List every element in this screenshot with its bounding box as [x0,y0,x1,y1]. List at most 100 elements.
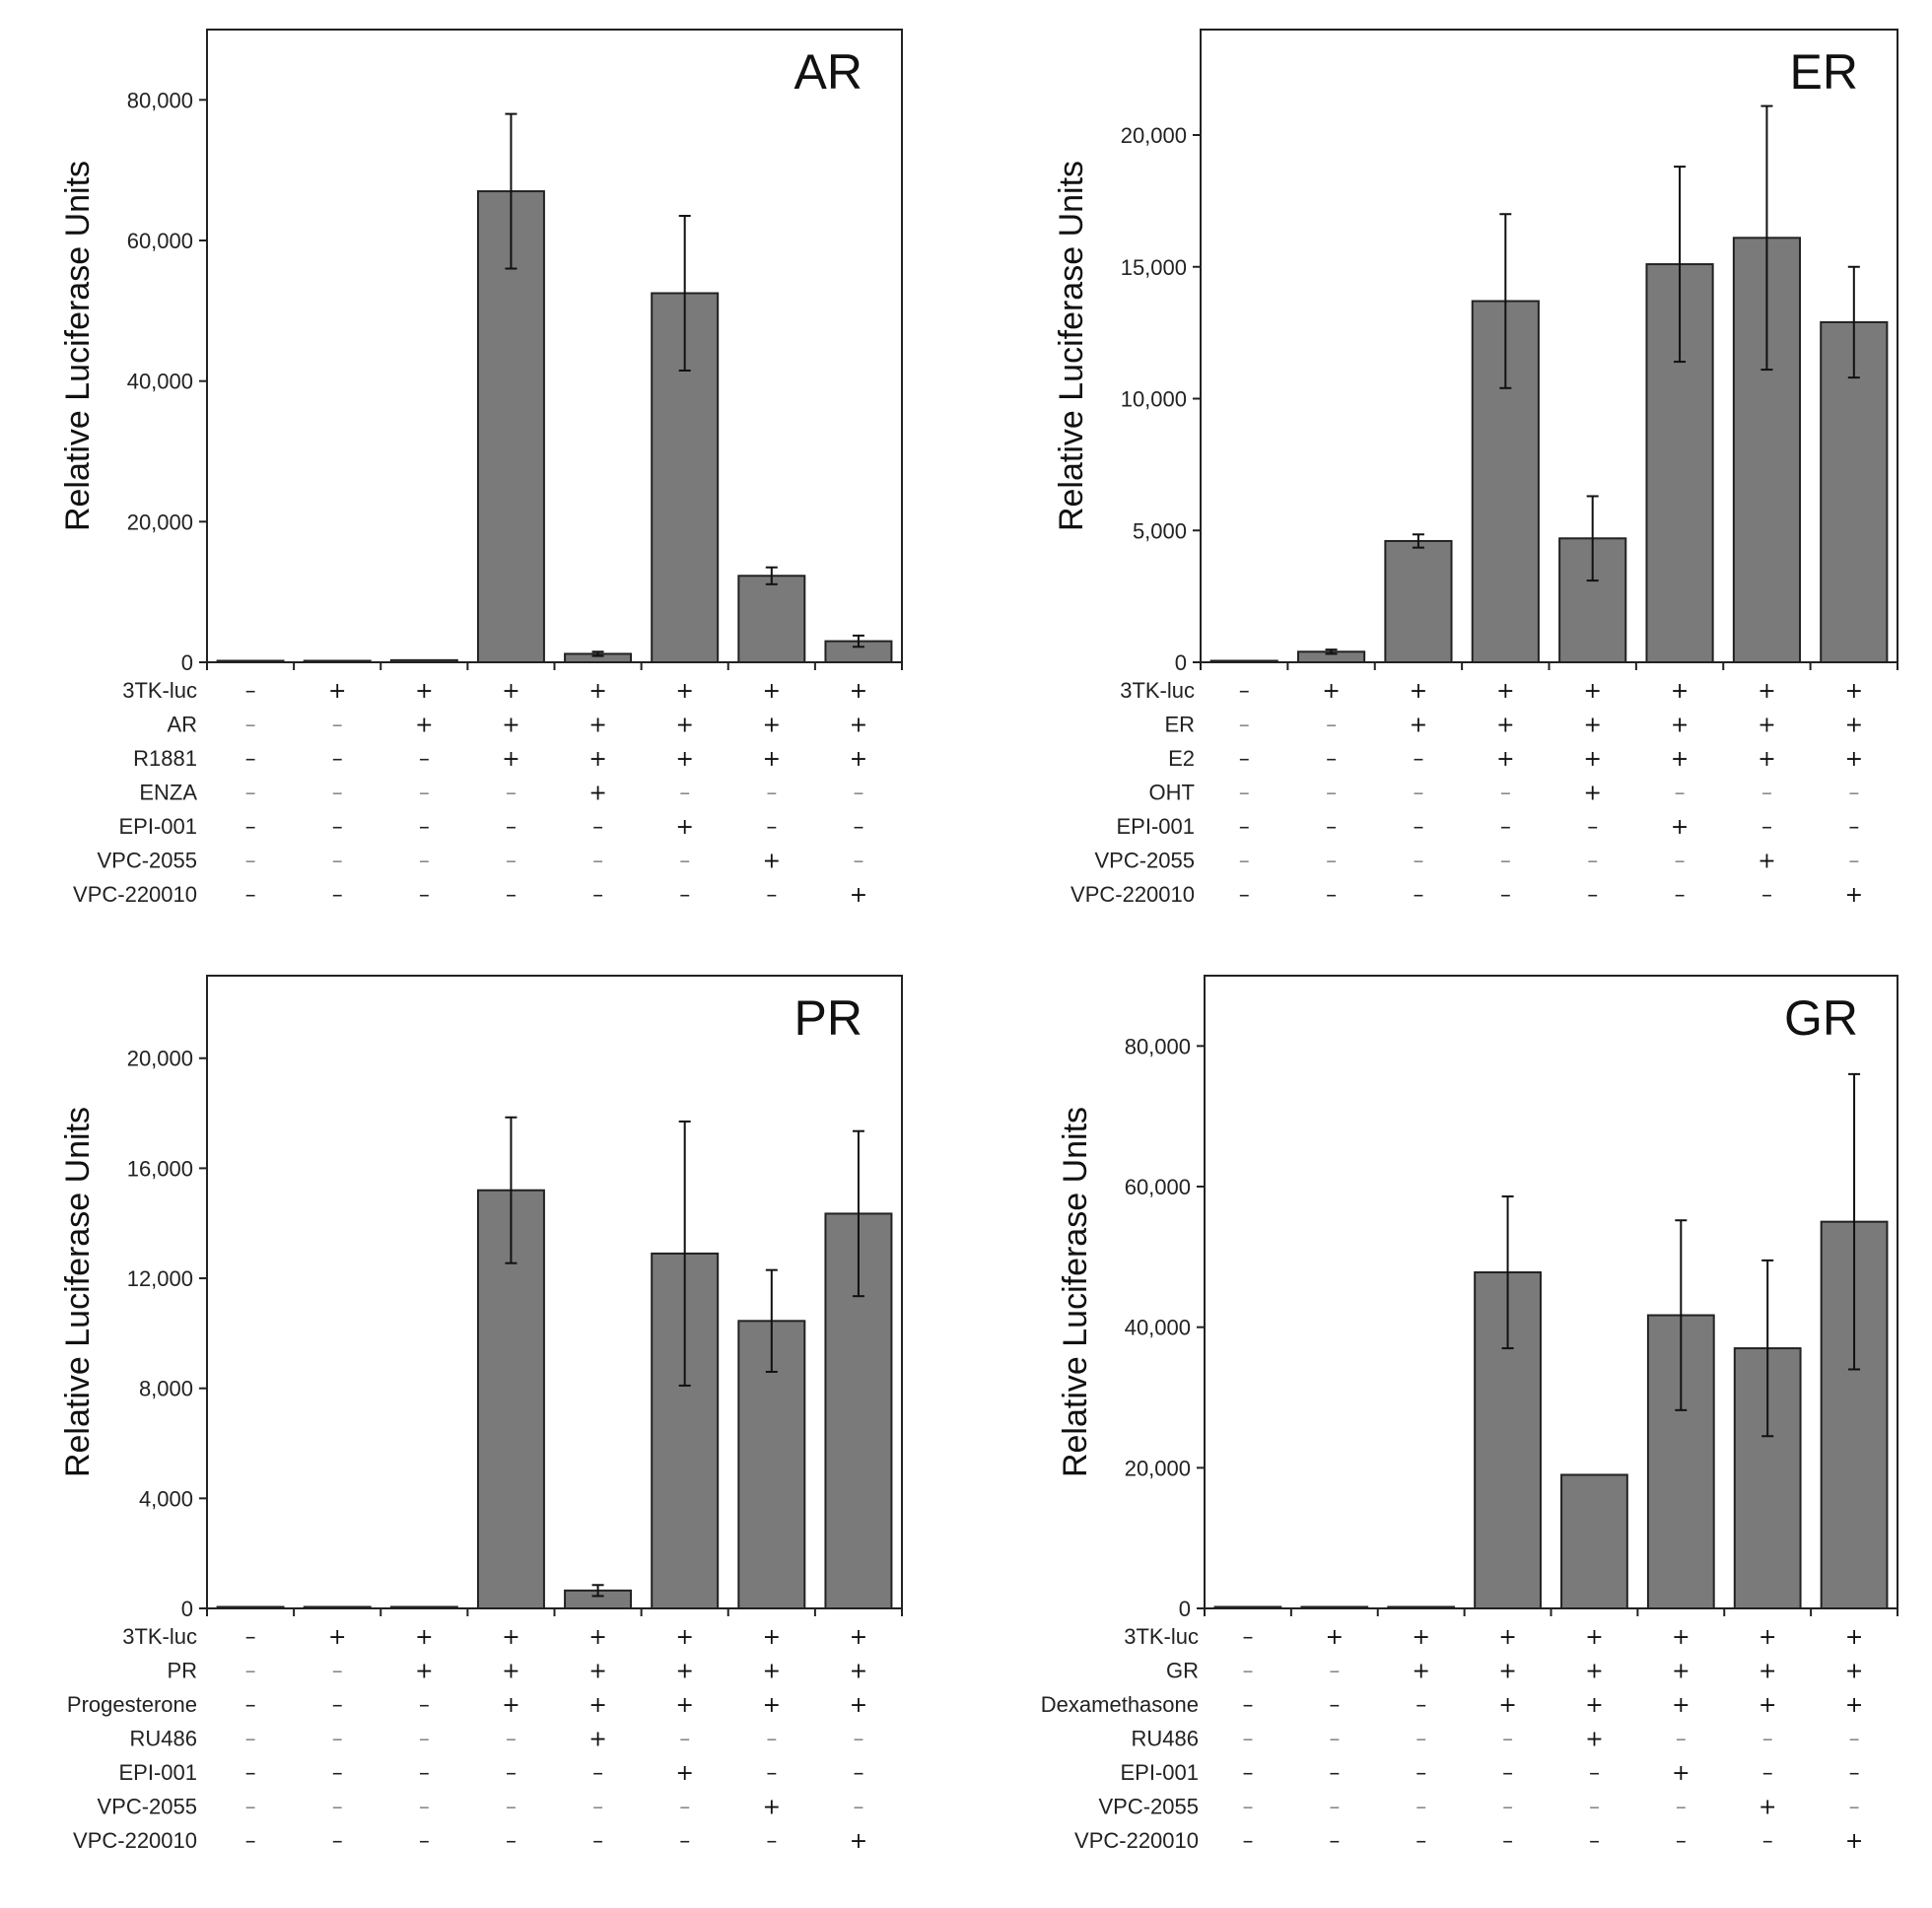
minus-sign: – [1415,1796,1426,1820]
plus-sign: + [588,1660,606,1684]
minus-sign: – [1502,1728,1513,1752]
minus-sign: – [1242,1829,1253,1854]
y-tick-label: 80,000 [127,88,193,112]
minus-sign: – [853,1796,863,1820]
panel-title: ER [1790,44,1858,100]
bar [1387,1605,1456,1609]
minus-sign: – [1415,1761,1426,1786]
condition-label: R1881 [133,746,197,771]
minus-sign: – [1761,782,1772,806]
minus-sign: – [1676,1796,1687,1820]
condition-label: VPC-220010 [1070,882,1195,907]
minus-sign: – [1589,1796,1600,1820]
plus-sign: + [1758,714,1775,738]
minus-sign: – [332,714,343,738]
plus-sign: + [763,1660,781,1684]
condition-label: Dexamethasone [1041,1692,1199,1717]
minus-sign: – [419,1761,430,1786]
minus-sign: – [853,850,863,874]
minus-sign: – [1849,1761,1860,1786]
y-tick-label: 0 [181,1597,193,1621]
minus-sign: – [1589,1761,1600,1786]
plus-sign: + [588,782,606,806]
bar [1384,539,1453,664]
minus-sign: – [1239,815,1250,840]
plus-sign: + [1583,714,1601,738]
plus-sign: + [1585,1660,1603,1684]
minus-sign: – [419,1728,430,1752]
minus-sign: – [1239,883,1250,908]
minus-sign: – [679,883,690,908]
plus-sign: + [763,1693,781,1718]
plus-sign: + [328,1625,346,1650]
plus-sign: + [1845,714,1863,738]
minus-sign: – [1242,1660,1253,1684]
minus-sign: – [1239,747,1250,772]
condition-label: VPC-2055 [1098,1795,1199,1819]
minus-sign: – [592,883,603,908]
minus-sign: – [332,1693,343,1718]
minus-sign: – [853,782,863,806]
plus-sign: + [1671,747,1689,772]
condition-label: ENZA [139,781,197,805]
minus-sign: – [506,815,517,840]
plus-sign: + [1322,679,1340,704]
minus-sign: – [766,883,777,908]
plus-sign: + [1585,1728,1603,1752]
minus-sign: – [1415,1728,1426,1752]
plus-sign: + [763,850,781,874]
plus-sign: + [675,1625,693,1650]
y-tick-label: 15,000 [1121,255,1187,280]
bar [1213,1605,1282,1609]
minus-sign: – [1500,850,1511,874]
bar [737,575,806,664]
minus-sign: – [332,782,343,806]
minus-sign: – [1587,850,1598,874]
plus-sign: + [675,1660,693,1684]
minus-sign: – [1413,883,1423,908]
plus-sign: + [1496,714,1514,738]
minus-sign: – [419,850,430,874]
plus-sign: + [1498,1625,1516,1650]
condition-label: VPC-220010 [73,1828,197,1853]
plus-sign: + [1585,1625,1603,1650]
minus-sign: – [766,815,777,840]
minus-sign: – [592,815,603,840]
plus-sign: + [1759,1660,1776,1684]
minus-sign: – [332,1660,343,1684]
y-tick-label: 40,000 [1125,1316,1191,1340]
minus-sign: – [853,1761,863,1786]
minus-sign: – [1502,1829,1513,1854]
plus-sign: + [415,1660,433,1684]
plus-sign: + [850,1829,867,1854]
minus-sign: – [1242,1761,1253,1786]
minus-sign: – [245,815,256,840]
minus-sign: – [1239,850,1250,874]
minus-sign: – [1242,1728,1253,1752]
minus-sign: – [853,1728,863,1752]
minus-sign: – [1329,1761,1340,1786]
y-tick-label: 80,000 [1125,1034,1191,1058]
minus-sign: – [1849,1796,1860,1820]
minus-sign: – [1239,782,1250,806]
minus-sign: – [1676,1829,1687,1854]
plus-sign: + [1759,1693,1776,1718]
plus-sign: + [675,714,693,738]
minus-sign: – [245,1660,256,1684]
minus-sign: – [1589,1829,1600,1854]
condition-label: OHT [1149,781,1195,805]
plus-sign: + [588,1625,606,1650]
plus-sign: + [1672,1693,1690,1718]
plus-sign: + [1585,1693,1603,1718]
plus-sign: + [1845,679,1863,704]
minus-sign: – [1329,1660,1340,1684]
minus-sign: – [419,1796,430,1820]
plus-sign: + [763,747,781,772]
condition-label: 3TK-luc [1120,678,1195,703]
minus-sign: – [245,883,256,908]
minus-sign: – [1413,850,1423,874]
plus-sign: + [502,1625,519,1650]
minus-sign: – [506,1829,517,1854]
minus-sign: – [245,850,256,874]
